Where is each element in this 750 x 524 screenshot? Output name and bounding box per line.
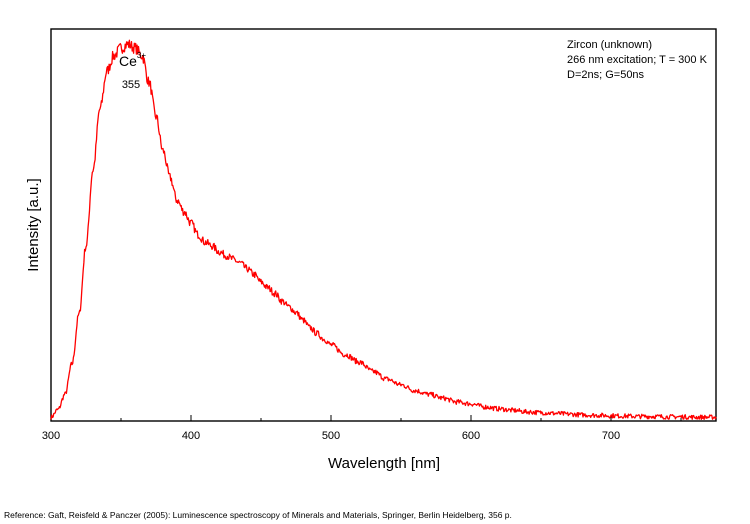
info-line-sample: Zircon (unknown)	[567, 39, 652, 51]
peak-ion-label: Ce3+	[119, 51, 146, 69]
x-axis-label: Wavelength [nm]	[328, 455, 440, 472]
x-tick-label: 300	[42, 430, 60, 442]
reference-citation: Reference: Gaft, Reisfeld & Panczer (200…	[4, 510, 512, 520]
info-line-delay-gate: D=2ns; G=50ns	[567, 69, 645, 81]
peak-ion: Ce	[119, 53, 137, 69]
series-line-spectrum	[50, 39, 717, 421]
peak-ion-charge: 3+	[137, 51, 146, 60]
spectrum-chart: 300 400 500 600 700 Wavelength [nm] Intensit…	[25, 28, 717, 472]
plot-frame	[50, 28, 717, 422]
peak-annotation: Ce3+ 355	[119, 51, 146, 91]
y-axis-label: Intensity [a.u.]	[25, 178, 42, 271]
x-tick-label: 500	[322, 430, 340, 442]
x-tick-label: 700	[602, 430, 620, 442]
info-box: Zircon (unknown) 266 nm excitation; T = …	[567, 39, 708, 81]
x-tick-label: 600	[462, 430, 480, 442]
peak-wavelength-label: 355	[122, 79, 140, 91]
x-tick-label: 400	[182, 430, 200, 442]
info-line-excitation: 266 nm excitation; T = 300 K	[567, 54, 708, 66]
x-axis-ticks: 300 400 500 600 700	[42, 415, 682, 442]
